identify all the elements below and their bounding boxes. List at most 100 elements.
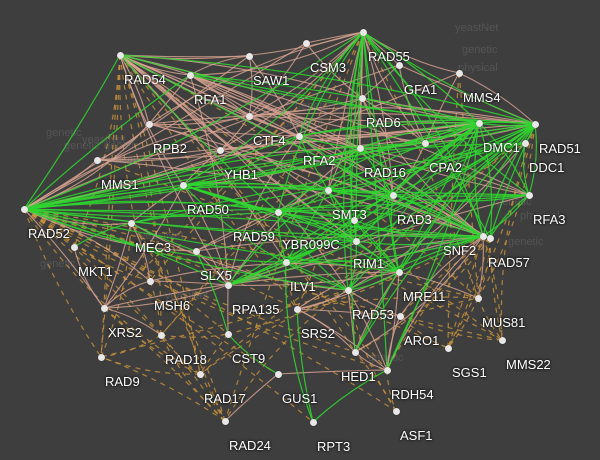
network-node[interactable] bbox=[455, 69, 463, 77]
network-node[interactable] bbox=[521, 139, 529, 147]
network-edge bbox=[285, 219, 355, 263]
network-edge bbox=[347, 123, 536, 291]
network-edge bbox=[285, 259, 400, 273]
network-edge bbox=[119, 31, 364, 60]
network-node[interactable] bbox=[221, 417, 229, 425]
network-node[interactable] bbox=[474, 294, 482, 302]
network-edge bbox=[119, 54, 480, 124]
network-node[interactable] bbox=[531, 120, 539, 128]
network-node[interactable] bbox=[192, 247, 200, 255]
network-edge bbox=[119, 54, 226, 422]
network-edge bbox=[23, 201, 355, 221]
network-node[interactable] bbox=[146, 277, 154, 285]
network-node[interactable] bbox=[186, 71, 194, 79]
network-node[interactable] bbox=[295, 132, 303, 140]
network-node[interactable] bbox=[309, 418, 317, 426]
network-edge bbox=[399, 237, 491, 317]
network-edge bbox=[477, 123, 536, 299]
network-edge bbox=[327, 189, 530, 197]
network-edge bbox=[478, 122, 530, 196]
network-node[interactable] bbox=[498, 336, 506, 344]
network-edge bbox=[23, 54, 121, 210]
network-node[interactable] bbox=[274, 208, 282, 216]
network-edge bbox=[399, 235, 484, 317]
network-node[interactable] bbox=[392, 407, 400, 415]
network-node[interactable] bbox=[216, 146, 224, 154]
network-node[interactable] bbox=[351, 348, 359, 356]
network-edge bbox=[224, 373, 279, 422]
network-edge bbox=[227, 261, 287, 286]
network-node[interactable] bbox=[302, 39, 310, 47]
network-edge bbox=[23, 208, 357, 242]
network-node[interactable] bbox=[282, 258, 290, 266]
network-node[interactable] bbox=[116, 51, 124, 59]
network-node[interactable] bbox=[396, 312, 404, 320]
network-edge bbox=[182, 184, 229, 286]
network-edge bbox=[189, 74, 394, 196]
network-node[interactable] bbox=[274, 370, 282, 378]
network-node[interactable] bbox=[395, 268, 403, 276]
network-edge bbox=[73, 246, 105, 309]
network-edge bbox=[298, 135, 394, 196]
network-node[interactable] bbox=[245, 112, 253, 120]
network-node[interactable] bbox=[358, 94, 366, 102]
network-node[interactable] bbox=[70, 243, 78, 251]
network-edge bbox=[354, 122, 480, 353]
network-edge bbox=[73, 222, 132, 248]
network-edge bbox=[182, 31, 364, 186]
network-node[interactable] bbox=[350, 216, 358, 224]
network-node[interactable] bbox=[93, 156, 101, 164]
network-edge bbox=[23, 208, 229, 286]
network-edge bbox=[285, 261, 349, 291]
network-edge bbox=[100, 356, 201, 375]
network-edge bbox=[148, 74, 191, 125]
network-node[interactable] bbox=[479, 232, 487, 240]
network-edge bbox=[285, 261, 314, 423]
network-node[interactable] bbox=[224, 281, 232, 289]
network-edge bbox=[424, 72, 460, 144]
network-node[interactable] bbox=[389, 191, 397, 199]
network-edge bbox=[362, 31, 479, 299]
network-node[interactable] bbox=[145, 120, 153, 128]
network-node[interactable] bbox=[224, 330, 232, 338]
network-node[interactable] bbox=[157, 331, 165, 339]
network-node[interactable] bbox=[100, 304, 108, 312]
network-edge bbox=[327, 31, 364, 191]
network-edge bbox=[148, 115, 250, 126]
network-edge bbox=[227, 194, 394, 286]
network-edge bbox=[248, 55, 300, 137]
network-edge bbox=[347, 240, 357, 291]
network-edge bbox=[447, 123, 536, 349]
network-edge bbox=[224, 289, 349, 422]
network-node[interactable] bbox=[352, 237, 360, 245]
network-node[interactable] bbox=[359, 28, 367, 36]
network-node[interactable] bbox=[486, 234, 494, 242]
network-edge bbox=[482, 123, 536, 237]
network-node[interactable] bbox=[356, 144, 364, 152]
network-edge bbox=[130, 222, 226, 422]
network-edge bbox=[160, 334, 201, 375]
network-edge bbox=[73, 54, 121, 248]
network-node[interactable] bbox=[196, 370, 204, 378]
network-node[interactable] bbox=[344, 286, 352, 294]
network-node[interactable] bbox=[444, 344, 452, 352]
network-edge bbox=[227, 235, 484, 335]
network-node[interactable] bbox=[179, 181, 187, 189]
network-node[interactable] bbox=[20, 205, 28, 213]
network-edge bbox=[362, 31, 394, 196]
network-edge bbox=[296, 308, 356, 353]
network-node[interactable] bbox=[293, 305, 301, 313]
network-edge bbox=[148, 31, 364, 125]
network-edge bbox=[195, 250, 229, 335]
network-node[interactable] bbox=[421, 139, 429, 147]
network-node[interactable] bbox=[395, 61, 403, 69]
network-node[interactable] bbox=[97, 353, 105, 361]
network-node[interactable] bbox=[475, 119, 483, 127]
network-node[interactable] bbox=[127, 219, 135, 227]
network-node[interactable] bbox=[245, 52, 253, 60]
network-node[interactable] bbox=[383, 366, 391, 374]
network-node[interactable] bbox=[324, 186, 332, 194]
network-node[interactable] bbox=[525, 191, 533, 199]
